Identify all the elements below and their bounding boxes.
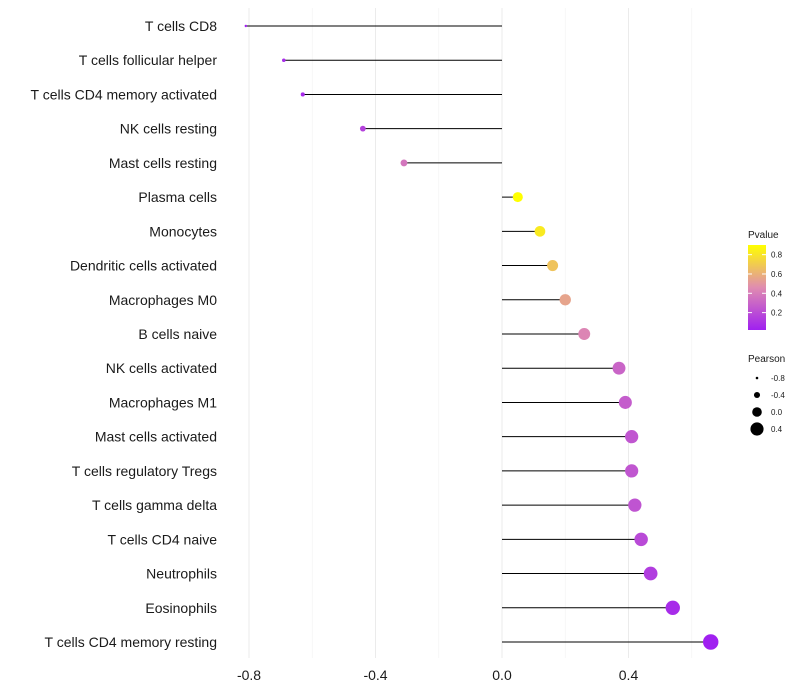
pearson-size-key	[750, 422, 764, 436]
lollipop-dot	[547, 260, 559, 272]
lollipop-dot	[244, 24, 248, 28]
pvalue-legend-ticks: 0.2 0.4 0.6 0.8	[748, 251, 783, 318]
y-category-label: Mast cells activated	[95, 429, 217, 445]
lollipop-dot	[703, 634, 719, 650]
pearson-legend-keys: -0.8 -0.4 0.0 0.4	[750, 374, 785, 436]
pvalue-tick-label: 0.4	[771, 289, 783, 298]
pearson-legend: Pearson -0.8 -0.4 0.0 0.4	[748, 354, 785, 436]
lollipop-dot	[534, 225, 546, 237]
lollipop-dot	[643, 566, 658, 581]
y-category-label: Plasma cells	[138, 189, 217, 205]
lollipop-dot	[618, 395, 632, 409]
y-category-label: T cells follicular helper	[79, 52, 218, 68]
lollipop-dot	[359, 125, 366, 132]
x-tick-label: -0.4	[363, 667, 387, 683]
y-axis-labels: T cells CD8 T cells follicular helper T ce…	[31, 18, 218, 650]
y-category-label: NK cells resting	[120, 121, 217, 137]
lollipop-dot	[665, 600, 680, 615]
pearson-legend-title: Pearson	[748, 354, 785, 365]
lollipop-dot	[300, 92, 305, 97]
y-category-label: NK cells activated	[106, 360, 217, 376]
lollipop-dot	[625, 430, 639, 444]
y-category-label: Mast cells resting	[109, 155, 217, 171]
y-category-label: Macrophages M0	[109, 292, 217, 308]
lollipop-dot	[634, 532, 648, 547]
y-category-label: Dendritic cells activated	[70, 258, 217, 274]
lollipop-dot	[628, 498, 642, 512]
pvalue-tick-label: 0.2	[771, 309, 783, 318]
y-category-label: Eosinophils	[145, 600, 217, 616]
x-tick-label: 0.4	[619, 667, 639, 683]
lollipop-dot	[400, 159, 408, 167]
y-category-label: Neutrophils	[146, 566, 217, 582]
pearson-size-label: 0.0	[771, 408, 783, 417]
y-category-label: T cells CD4 memory activated	[31, 86, 217, 102]
lollipop-dot	[559, 294, 571, 306]
pvalue-tick-label: 0.6	[771, 270, 783, 279]
lollipop-dot	[282, 58, 286, 62]
pvalue-tick-label: 0.8	[771, 251, 783, 260]
lollipop-dot	[625, 464, 639, 478]
y-category-label: T cells CD4 naive	[108, 531, 218, 547]
x-tick-label: -0.8	[237, 667, 261, 683]
y-category-label: T cells gamma delta	[92, 497, 217, 513]
lollipop-dot	[612, 361, 626, 375]
y-category-label: Macrophages M1	[109, 394, 217, 410]
pearson-size-label: 0.4	[771, 425, 783, 434]
y-category-label: B cells naive	[138, 326, 217, 342]
y-category-label: T cells regulatory Tregs	[72, 463, 217, 479]
lollipop-dot	[578, 328, 591, 340]
dot-layer	[244, 24, 719, 650]
pearson-size-label: -0.8	[771, 374, 785, 383]
pearson-size-key	[753, 391, 761, 399]
x-axis-labels: -0.8 -0.4 0.0 0.4	[237, 667, 639, 683]
y-category-label: Monocytes	[149, 223, 217, 239]
y-category-label: T cells CD4 memory resting	[45, 634, 217, 650]
pvalue-colorbar	[748, 245, 766, 330]
x-tick-label: 0.0	[492, 667, 512, 683]
pearson-size-label: -0.4	[771, 391, 785, 400]
grid-layer	[248, 8, 693, 658]
pearson-size-key	[755, 376, 759, 380]
pvalue-legend-title: Pvalue	[748, 230, 779, 241]
pvalue-legend: Pvalue 0.2 0.4 0.6 0.8	[748, 230, 783, 330]
y-category-label: T cells CD8	[145, 18, 217, 34]
lollipop-dot	[512, 192, 523, 203]
pearson-size-key	[752, 407, 762, 417]
stem-layer	[245, 25, 711, 643]
